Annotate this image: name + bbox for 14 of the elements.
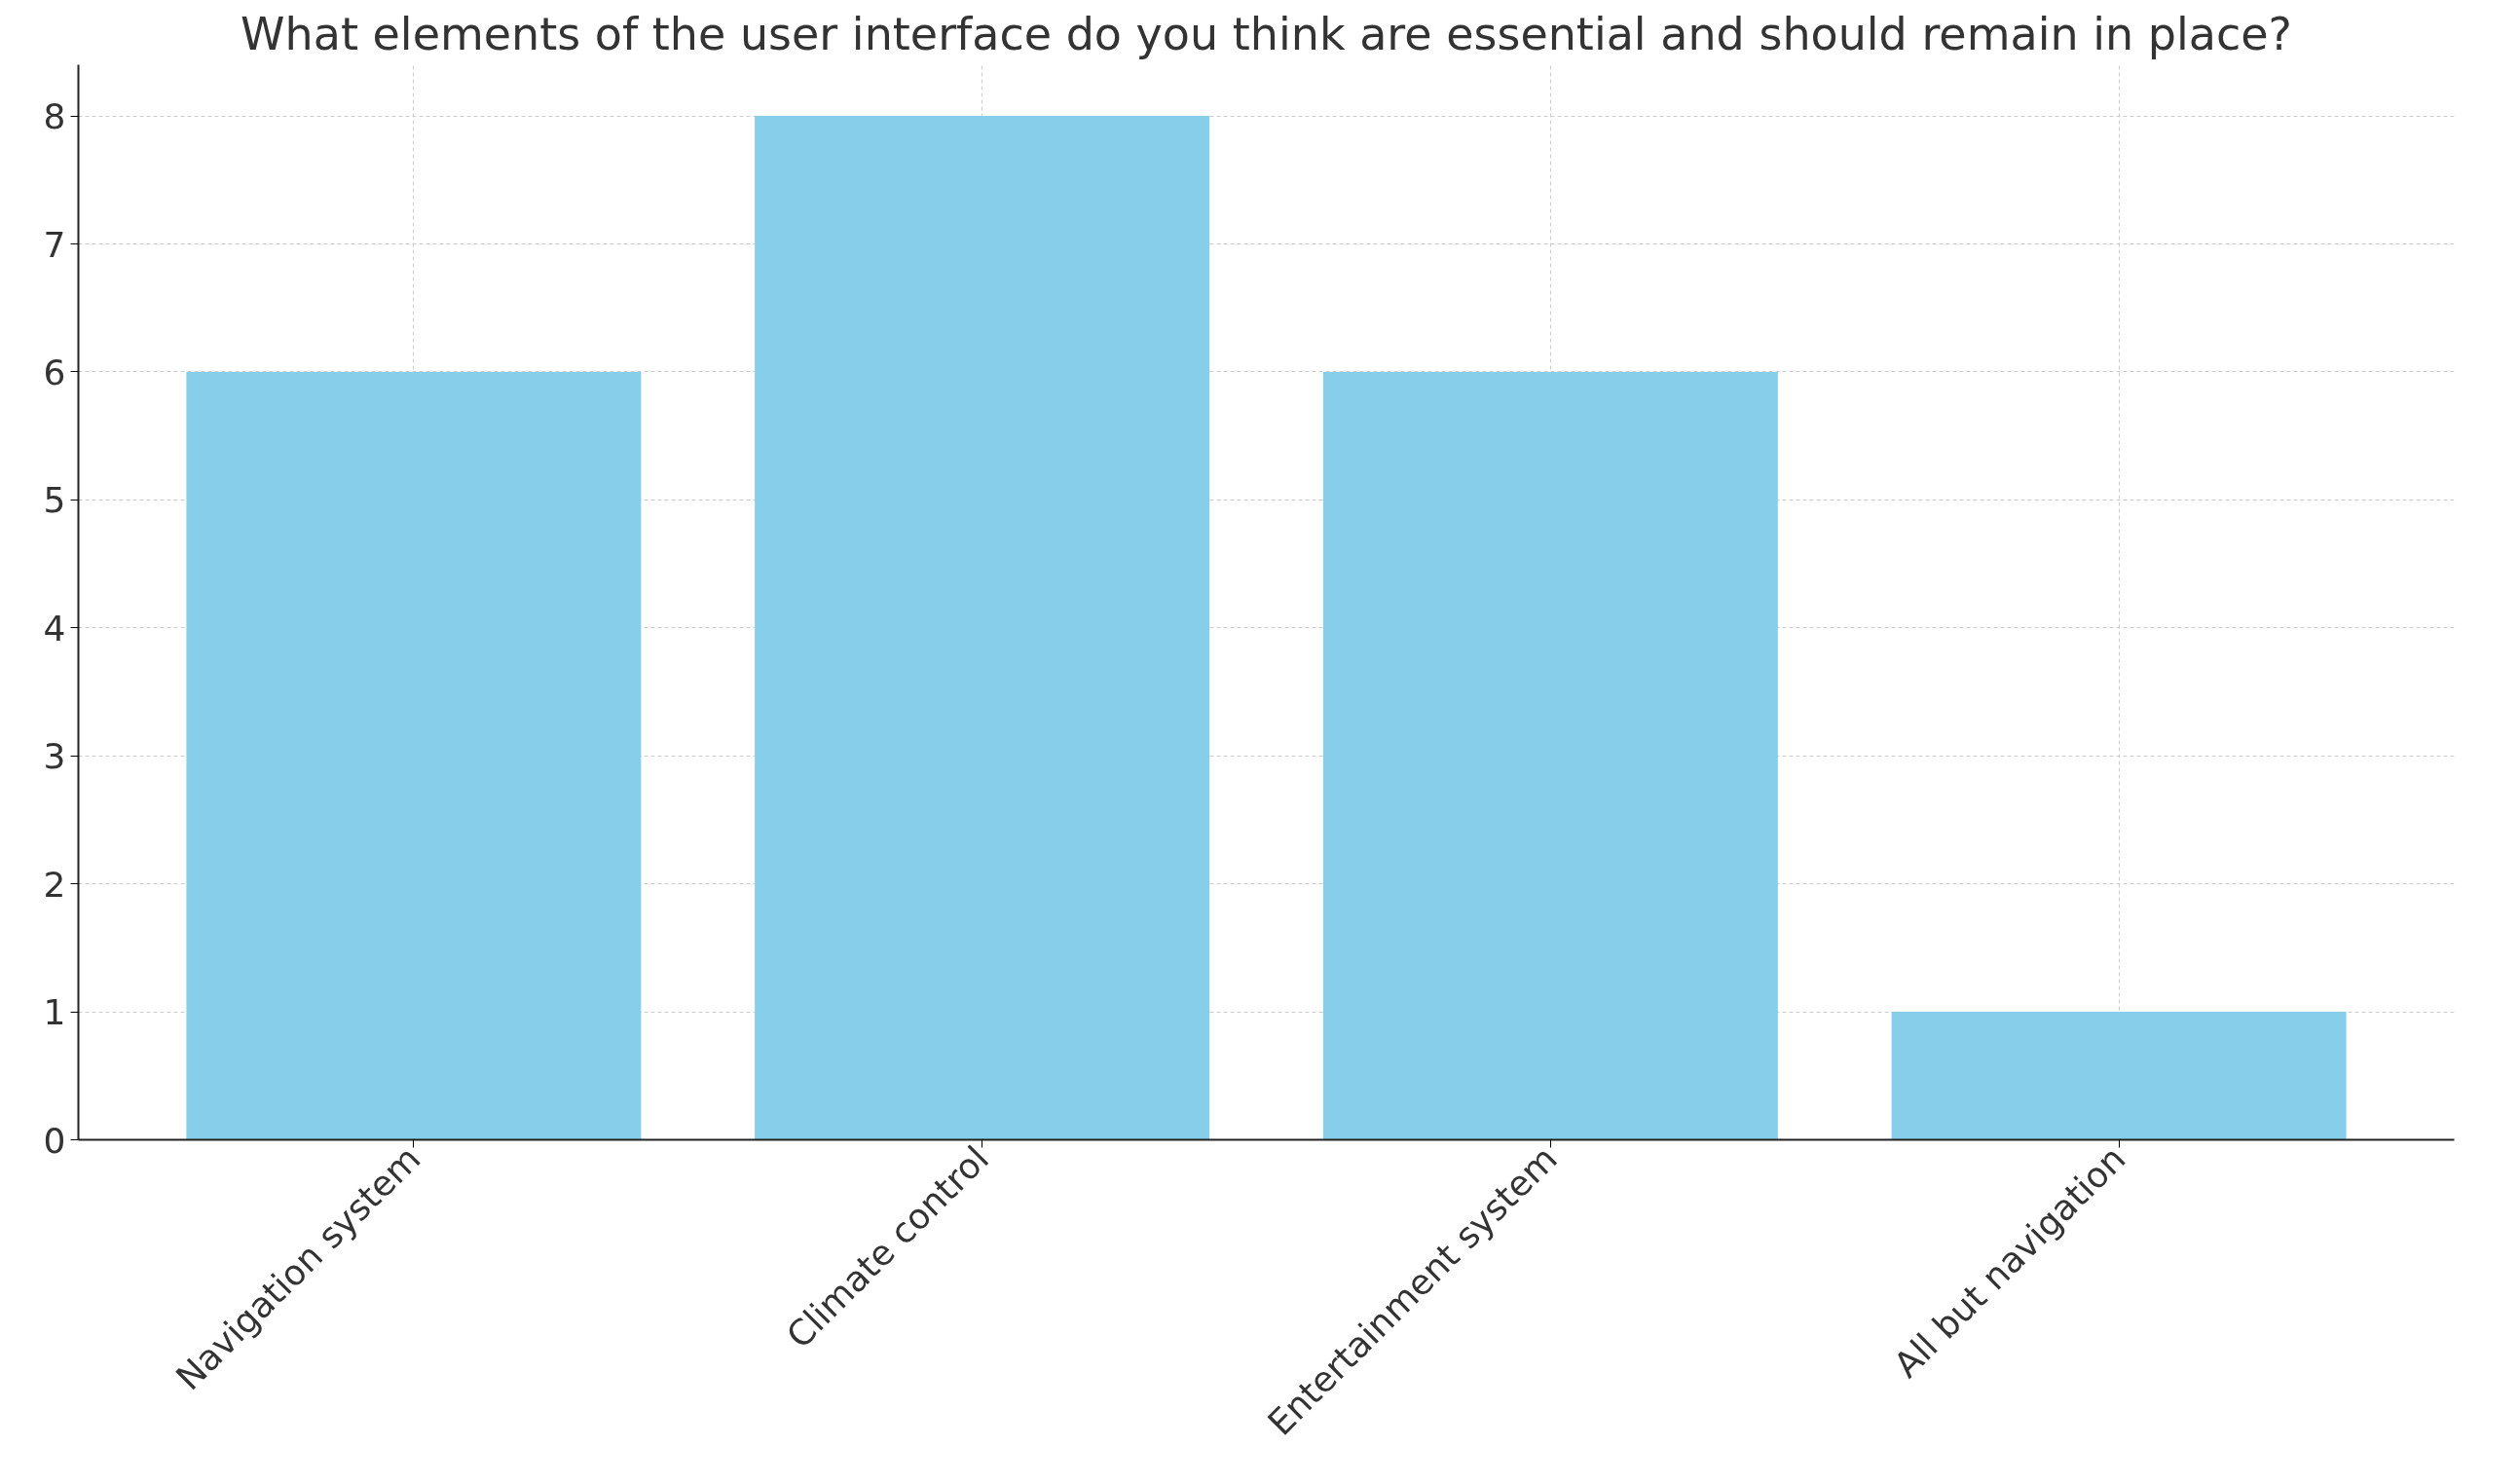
- y-tick-label: 3: [43, 736, 66, 777]
- bar: [1891, 1012, 2347, 1140]
- y-tick-label: 8: [43, 96, 66, 137]
- y-tick-label: 0: [43, 1120, 66, 1161]
- y-tick-label: 4: [43, 608, 66, 649]
- chart-title: What elements of the user interface do you think are essential and should remain in place?: [241, 7, 2292, 60]
- y-tick-label: 5: [43, 480, 66, 521]
- y-tick-label: 2: [43, 864, 66, 905]
- y-tick-label: 7: [43, 224, 66, 265]
- bar: [1322, 371, 1778, 1140]
- y-tick-label: 6: [43, 352, 66, 392]
- bar: [186, 371, 642, 1140]
- bar: [755, 116, 1210, 1140]
- y-tick-label: 1: [43, 992, 66, 1033]
